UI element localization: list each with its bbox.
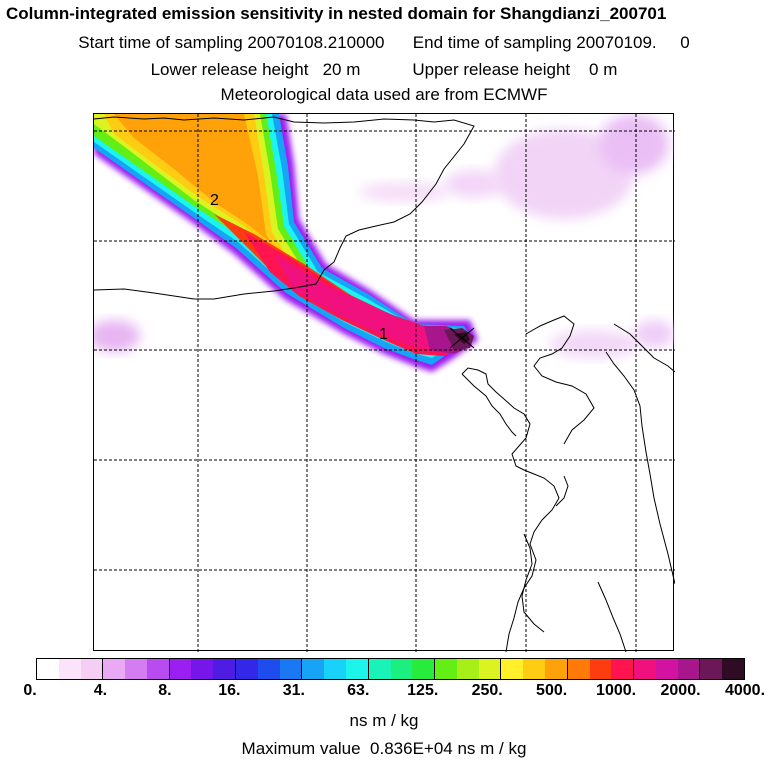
plume xyxy=(94,114,478,372)
colorbar-cell xyxy=(677,659,700,679)
colorbar-tick-label: 4000. xyxy=(724,682,766,699)
plot-title: Column-integrated emission sensitivity i… xyxy=(6,4,667,23)
colorbar-cell xyxy=(566,659,590,679)
colorbar-tick-label: 500. xyxy=(536,682,568,699)
colorbar-cell xyxy=(544,659,567,679)
lat-lon-grid xyxy=(94,114,675,652)
colorbar-cell xyxy=(37,659,59,679)
colorbar-cell xyxy=(390,659,413,679)
colorbar-cell xyxy=(367,659,391,679)
met-data-line: Meteorological data used are from ECMWF xyxy=(220,85,548,104)
colorbar-cell xyxy=(125,659,147,679)
coastlines-borders xyxy=(94,116,675,652)
sampling-time-line: Start time of sampling 20070108.210000 E… xyxy=(78,33,690,52)
colorbar-cell xyxy=(500,659,524,679)
map-canvas: 1 2 xyxy=(94,114,675,652)
colorbar-tick-label: 31. xyxy=(282,682,305,699)
point-label-2: 2 xyxy=(210,192,219,209)
colorbar-cell xyxy=(146,659,169,679)
colorbar-cell xyxy=(80,659,103,679)
release-height-line: Lower release height 20 m Upper release … xyxy=(150,60,618,79)
colorbar-cell xyxy=(235,659,258,679)
colorbar xyxy=(36,658,745,680)
colorbar-cell xyxy=(191,659,214,679)
receptor-marker xyxy=(449,327,475,349)
colorbar-cell xyxy=(168,659,192,679)
colorbar-tick-label: 4. xyxy=(93,682,108,699)
colorbar-cell xyxy=(102,659,126,679)
colorbar-tick-label: 0. xyxy=(23,682,37,699)
map-panel: 1 2 xyxy=(93,113,675,652)
colorbar-cell xyxy=(324,659,346,679)
colorbar-cell xyxy=(589,659,612,679)
colorbar-tick-label: 16. xyxy=(218,682,241,699)
colorbar-cell xyxy=(699,659,723,679)
point-label-1: 1 xyxy=(379,326,388,343)
colorbar-cell xyxy=(434,659,457,679)
colorbar-tick-label: 250. xyxy=(471,682,503,699)
colorbar-tick-label: 63. xyxy=(347,682,370,699)
colorbar-tick-label: 125. xyxy=(407,682,439,699)
colorbar-cell xyxy=(478,659,501,679)
colorbar-cell xyxy=(655,659,678,679)
background-sensitivity-patches xyxy=(94,114,674,358)
max-value-line: Maximum value 0.836E+04 ns m / kg xyxy=(241,739,527,758)
colorbar-tick-label: 8. xyxy=(158,682,172,699)
colorbar-cell xyxy=(633,659,656,679)
colorbar-cell xyxy=(257,659,280,679)
colorbar-cell xyxy=(345,659,368,679)
colorbar-cell xyxy=(279,659,302,679)
colorbar-cell xyxy=(456,659,479,679)
colorbar-cell xyxy=(301,659,325,679)
colorbar-units: ns m / kg xyxy=(349,711,419,730)
colorbar-cell xyxy=(58,659,81,679)
colorbar-cell xyxy=(722,659,744,679)
colorbar-cell xyxy=(412,659,435,679)
colorbar-tick-label: 1000. xyxy=(596,682,637,699)
colorbar-cell xyxy=(523,659,545,679)
colorbar-cell xyxy=(611,659,634,679)
colorbar-cell xyxy=(213,659,236,679)
colorbar-tick-label: 2000. xyxy=(660,682,701,699)
